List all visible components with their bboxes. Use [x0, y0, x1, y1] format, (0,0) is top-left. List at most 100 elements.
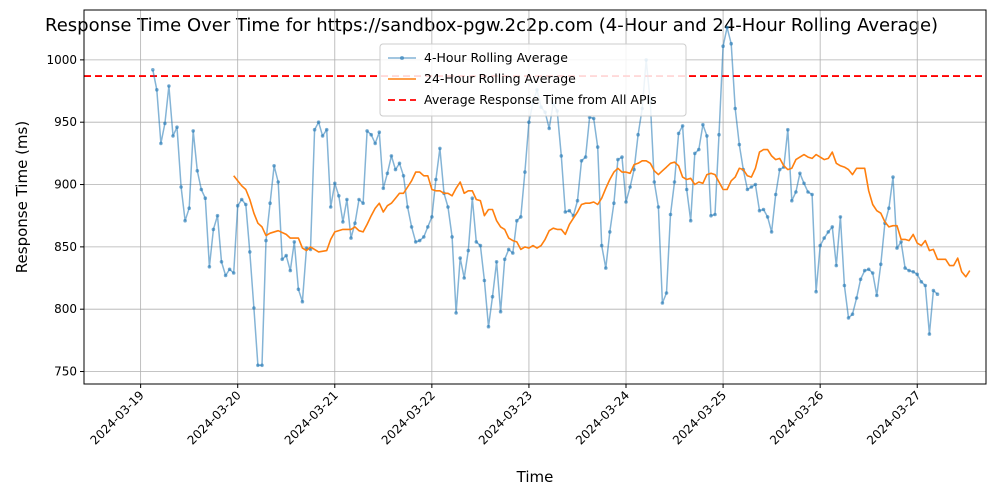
- series-4h-point: [207, 265, 212, 269]
- y-axis: 750 800 850 900 950 1000: [46, 53, 84, 379]
- series-4h-point: [891, 175, 895, 179]
- series-4h-point: [175, 125, 179, 129]
- series-4h-point: [482, 278, 487, 283]
- series-4h-point: [870, 271, 875, 275]
- series-4h-point: [798, 171, 802, 176]
- series-4h-point: [806, 190, 810, 194]
- chart-title: Response Time Over Time for https://sand…: [45, 15, 938, 36]
- legend-box: [379, 43, 687, 117]
- series-4h-point: [527, 120, 531, 124]
- legend-marker-4h: [400, 56, 404, 60]
- series-4h-point: [203, 196, 208, 200]
- series-4h-point: [296, 287, 301, 292]
- series-4h-point: [401, 174, 406, 178]
- series-4h-point: [547, 126, 551, 131]
- series-4h-point: [385, 171, 390, 176]
- series-4h-point: [786, 127, 790, 132]
- series-4h-point: [337, 194, 341, 198]
- series-4h-point: [838, 215, 843, 219]
- series-4h-point: [765, 215, 770, 219]
- series-4h-point: [834, 263, 839, 268]
- series-4h-point: [369, 132, 374, 137]
- series-4h-point: [733, 106, 737, 111]
- series-4h-point: [749, 185, 754, 189]
- series-4h-point: [620, 155, 624, 159]
- series-4h-point: [187, 206, 191, 210]
- series-4h-point: [223, 273, 228, 278]
- legend-label-24h: 24-Hour Rolling Average: [424, 71, 576, 86]
- series-4h-point: [826, 230, 831, 234]
- series-4h-point: [579, 159, 584, 163]
- series-4h-point: [450, 235, 454, 239]
- series-4h-point: [777, 167, 782, 172]
- series-4h-point: [446, 205, 450, 209]
- series-4h-point: [523, 170, 527, 174]
- series-4h-point: [818, 243, 822, 248]
- series-4h-point: [862, 268, 867, 273]
- series-4h-point: [365, 129, 369, 133]
- legend-label-4h: 4-Hour Rolling Average: [424, 50, 568, 65]
- series-4h-point: [858, 277, 863, 282]
- series-4h-point: [511, 251, 515, 255]
- series-4h-point: [802, 181, 806, 186]
- series-4h-point: [438, 146, 442, 151]
- series-4h-point: [721, 44, 725, 48]
- series-4h-point: [907, 268, 911, 273]
- series-4h-point: [252, 306, 256, 310]
- legend-label-reference: Average Response Time from All APIs: [424, 92, 657, 107]
- series-4h-point: [709, 213, 713, 218]
- series-4h-point: [349, 236, 353, 240]
- series-4h-point: [680, 124, 685, 128]
- series-4h-point: [903, 266, 907, 270]
- series-4h-point: [312, 127, 317, 132]
- series-4h-point: [288, 268, 293, 273]
- series-4h-point: [231, 271, 236, 275]
- series-4h-point: [179, 185, 183, 189]
- series-4h-point: [688, 218, 693, 223]
- series-4h-point: [559, 154, 564, 158]
- series-4h-point: [361, 201, 365, 205]
- series-4h-point: [458, 256, 463, 260]
- series-4h-point: [272, 164, 276, 168]
- series-4h-point: [235, 203, 240, 208]
- series-4h-point: [454, 311, 458, 315]
- series-4h-point: [935, 292, 940, 297]
- series-4h-point: [248, 250, 252, 254]
- series-4h-point: [199, 187, 204, 192]
- series-4h-point: [887, 206, 891, 210]
- series-4h-point: [345, 197, 349, 202]
- series-4h-point: [632, 167, 636, 172]
- series-4h-point: [300, 299, 305, 304]
- series-4h-point: [563, 210, 568, 214]
- series-4h-point: [151, 68, 155, 72]
- series-4h-point: [333, 181, 337, 186]
- series-4h-point: [628, 185, 632, 189]
- series-4h-point: [211, 227, 216, 232]
- series-4h-point: [854, 296, 859, 300]
- series-4h-point: [612, 201, 616, 205]
- series-4h-point: [624, 200, 628, 204]
- series-4h-point: [280, 257, 285, 262]
- series-4h-point: [656, 205, 661, 209]
- series-4h-point: [668, 212, 673, 217]
- series-4h-point: [757, 208, 762, 213]
- y-tick-label: 850: [54, 240, 77, 254]
- series-4h-point: [713, 212, 717, 217]
- series-4h-point: [239, 197, 244, 202]
- series-4h-point: [725, 25, 729, 30]
- series-4h-point: [462, 276, 467, 280]
- series-4h-point: [567, 208, 572, 213]
- series-4h-point: [693, 151, 697, 156]
- series-4h-point: [636, 132, 640, 137]
- series-4h-point: [159, 141, 163, 146]
- series-4h-point: [899, 240, 903, 244]
- legend: 4-Hour Rolling Average 24-Hour Rolling Av…: [379, 43, 687, 117]
- series-4h-point: [595, 145, 600, 149]
- series-4h-point: [927, 332, 932, 336]
- series-4h-point: [745, 187, 750, 192]
- series-4h-point: [923, 283, 928, 288]
- series-4h-point: [171, 134, 175, 138]
- y-tick-label: 750: [54, 365, 77, 379]
- series-4h-point: [381, 186, 386, 191]
